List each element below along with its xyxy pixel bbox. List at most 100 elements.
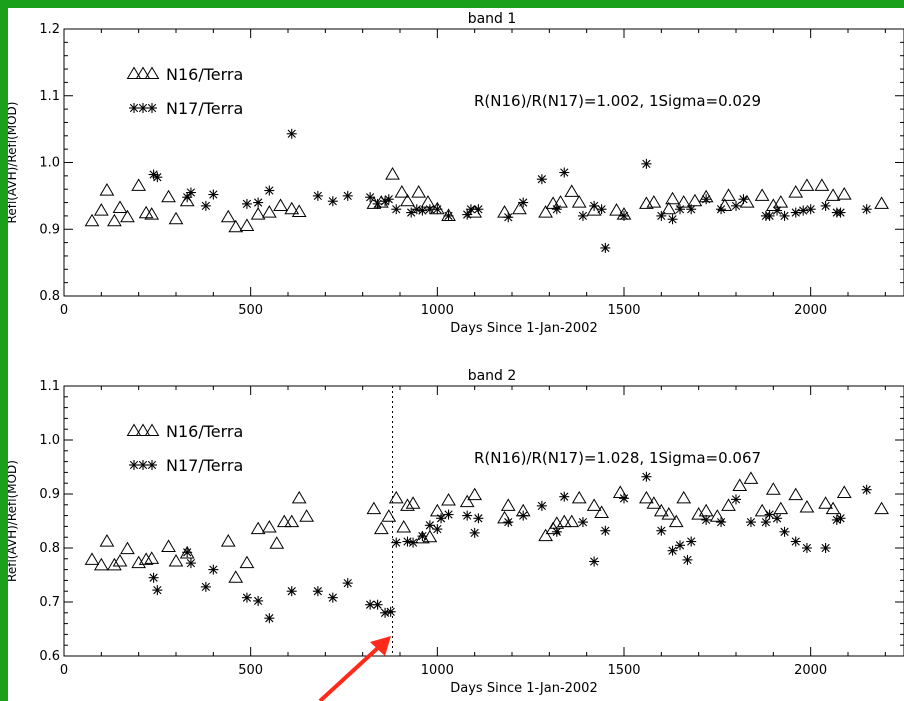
data-point-n17 [372, 599, 383, 610]
data-point-n17 [383, 194, 394, 205]
data-point-n16 [373, 521, 389, 535]
data-point-n17 [577, 210, 588, 221]
data-point-n17 [503, 212, 514, 223]
data-point-n16 [261, 519, 277, 533]
data-point-n16 [228, 219, 244, 233]
data-point-n16 [836, 485, 852, 498]
data-point-n17 [686, 204, 697, 215]
data-point-n16 [99, 534, 115, 547]
figure-panel: band 1 0 500 1000 1500 2000 0.8 0.9 1.0 1.1 1.2 Day… [8, 8, 904, 701]
data-point-n16 [538, 205, 553, 218]
data-point-n16 [381, 509, 397, 522]
data-point-n16 [276, 514, 292, 528]
data-point-n17 [185, 558, 196, 569]
y-tick-label: 0.6 [39, 649, 60, 664]
chart-title: band 1 [468, 11, 517, 27]
y-tick-label: 0.7 [39, 595, 60, 610]
data-point-n16 [594, 505, 609, 518]
data-point-n17 [745, 517, 756, 528]
red-arrow-head [370, 636, 391, 656]
data-point-n17 [596, 204, 607, 215]
data-point-n17 [432, 524, 443, 535]
legend-triangle-marker [144, 423, 160, 437]
data-point-n17 [342, 190, 353, 201]
data-point-n16 [161, 539, 176, 552]
data-point-n16 [467, 487, 483, 501]
data-point-n16 [84, 213, 100, 227]
data-point-n17 [675, 540, 685, 551]
data-point-n17 [327, 592, 338, 603]
red-arrow-shaft [318, 644, 382, 701]
data-point-n16 [773, 501, 789, 515]
data-point-n17 [391, 537, 402, 548]
data-point-n17 [835, 207, 846, 218]
x-tick-label: 1500 [607, 663, 640, 678]
data-point-n17 [342, 578, 353, 589]
data-point-n17 [365, 599, 376, 610]
data-point-n16 [396, 519, 412, 533]
data-point-n17 [432, 204, 443, 215]
data-point-n16 [661, 201, 677, 215]
data-point-n16 [93, 557, 109, 571]
data-point-n17 [600, 525, 611, 536]
legend-label: N16/Terra [166, 65, 243, 84]
data-point-n16 [400, 193, 415, 207]
data-point-n17 [417, 205, 428, 216]
y-tick-label: 0.9 [39, 487, 60, 502]
data-point-n16 [799, 500, 815, 513]
x-tick-label: 500 [238, 303, 263, 318]
data-point-n17 [473, 513, 484, 524]
data-point-n16 [93, 203, 109, 216]
x-tick-label: 1500 [607, 303, 640, 318]
data-point-n16 [556, 514, 572, 528]
data-point-n16 [220, 534, 236, 547]
data-point-n16 [743, 471, 759, 484]
data-point-n16 [639, 490, 654, 504]
data-point-n17 [619, 210, 629, 221]
data-point-n17 [312, 586, 323, 597]
red-arrow [318, 636, 391, 701]
data-point-n16 [99, 183, 115, 196]
legend-triangle-marker [135, 423, 151, 437]
legend-label: N17/Terra [166, 99, 243, 118]
y-tick-label: 0.8 [39, 289, 60, 304]
data-point-n16 [732, 478, 748, 491]
data-point-n16 [168, 554, 184, 567]
data-point-n16 [687, 193, 703, 207]
data-point-n17 [406, 207, 417, 218]
data-point-n16 [161, 189, 176, 203]
data-point-n16 [220, 209, 236, 223]
data-point-n17 [764, 509, 775, 520]
data-point-n17 [436, 513, 447, 524]
data-point-n17 [385, 606, 396, 617]
data-point-n17 [805, 204, 816, 215]
data-point-n17 [503, 517, 514, 528]
data-point-n16 [773, 195, 789, 208]
x-axis-label: Days Since 1-Jan-2002 [450, 321, 597, 336]
data-point-n16 [874, 196, 889, 209]
data-point-n17 [148, 572, 159, 583]
data-point-n16 [825, 188, 841, 201]
data-point-n16 [120, 541, 135, 555]
data-point-n16 [646, 496, 662, 509]
data-point-n16 [107, 213, 122, 227]
legend-triangle-marker [144, 66, 160, 80]
data-point-n17 [641, 158, 652, 169]
chart-band-2: band 2 0 500 1000 1500 2000 0.6 0.7 0.8 0.9 1.0 1.1… [8, 368, 904, 696]
x-tick-label: 1000 [421, 303, 454, 318]
data-point-n17 [656, 525, 667, 536]
data-point-n16 [676, 490, 692, 504]
data-point-n16 [394, 185, 410, 198]
data-point-n16 [676, 195, 692, 208]
data-point-n16 [112, 554, 128, 567]
legend-asterisk-marker [138, 103, 148, 113]
data-point-n17 [731, 200, 741, 211]
data-point-n17 [701, 514, 712, 525]
data-point-n17 [589, 556, 600, 567]
data-point-n17 [536, 174, 547, 185]
data-point-n16 [131, 555, 147, 569]
data-point-n16 [441, 492, 456, 506]
data-point-n16 [385, 167, 400, 180]
x-tick-label: 2000 [794, 303, 827, 318]
data-point-n17 [790, 207, 801, 218]
